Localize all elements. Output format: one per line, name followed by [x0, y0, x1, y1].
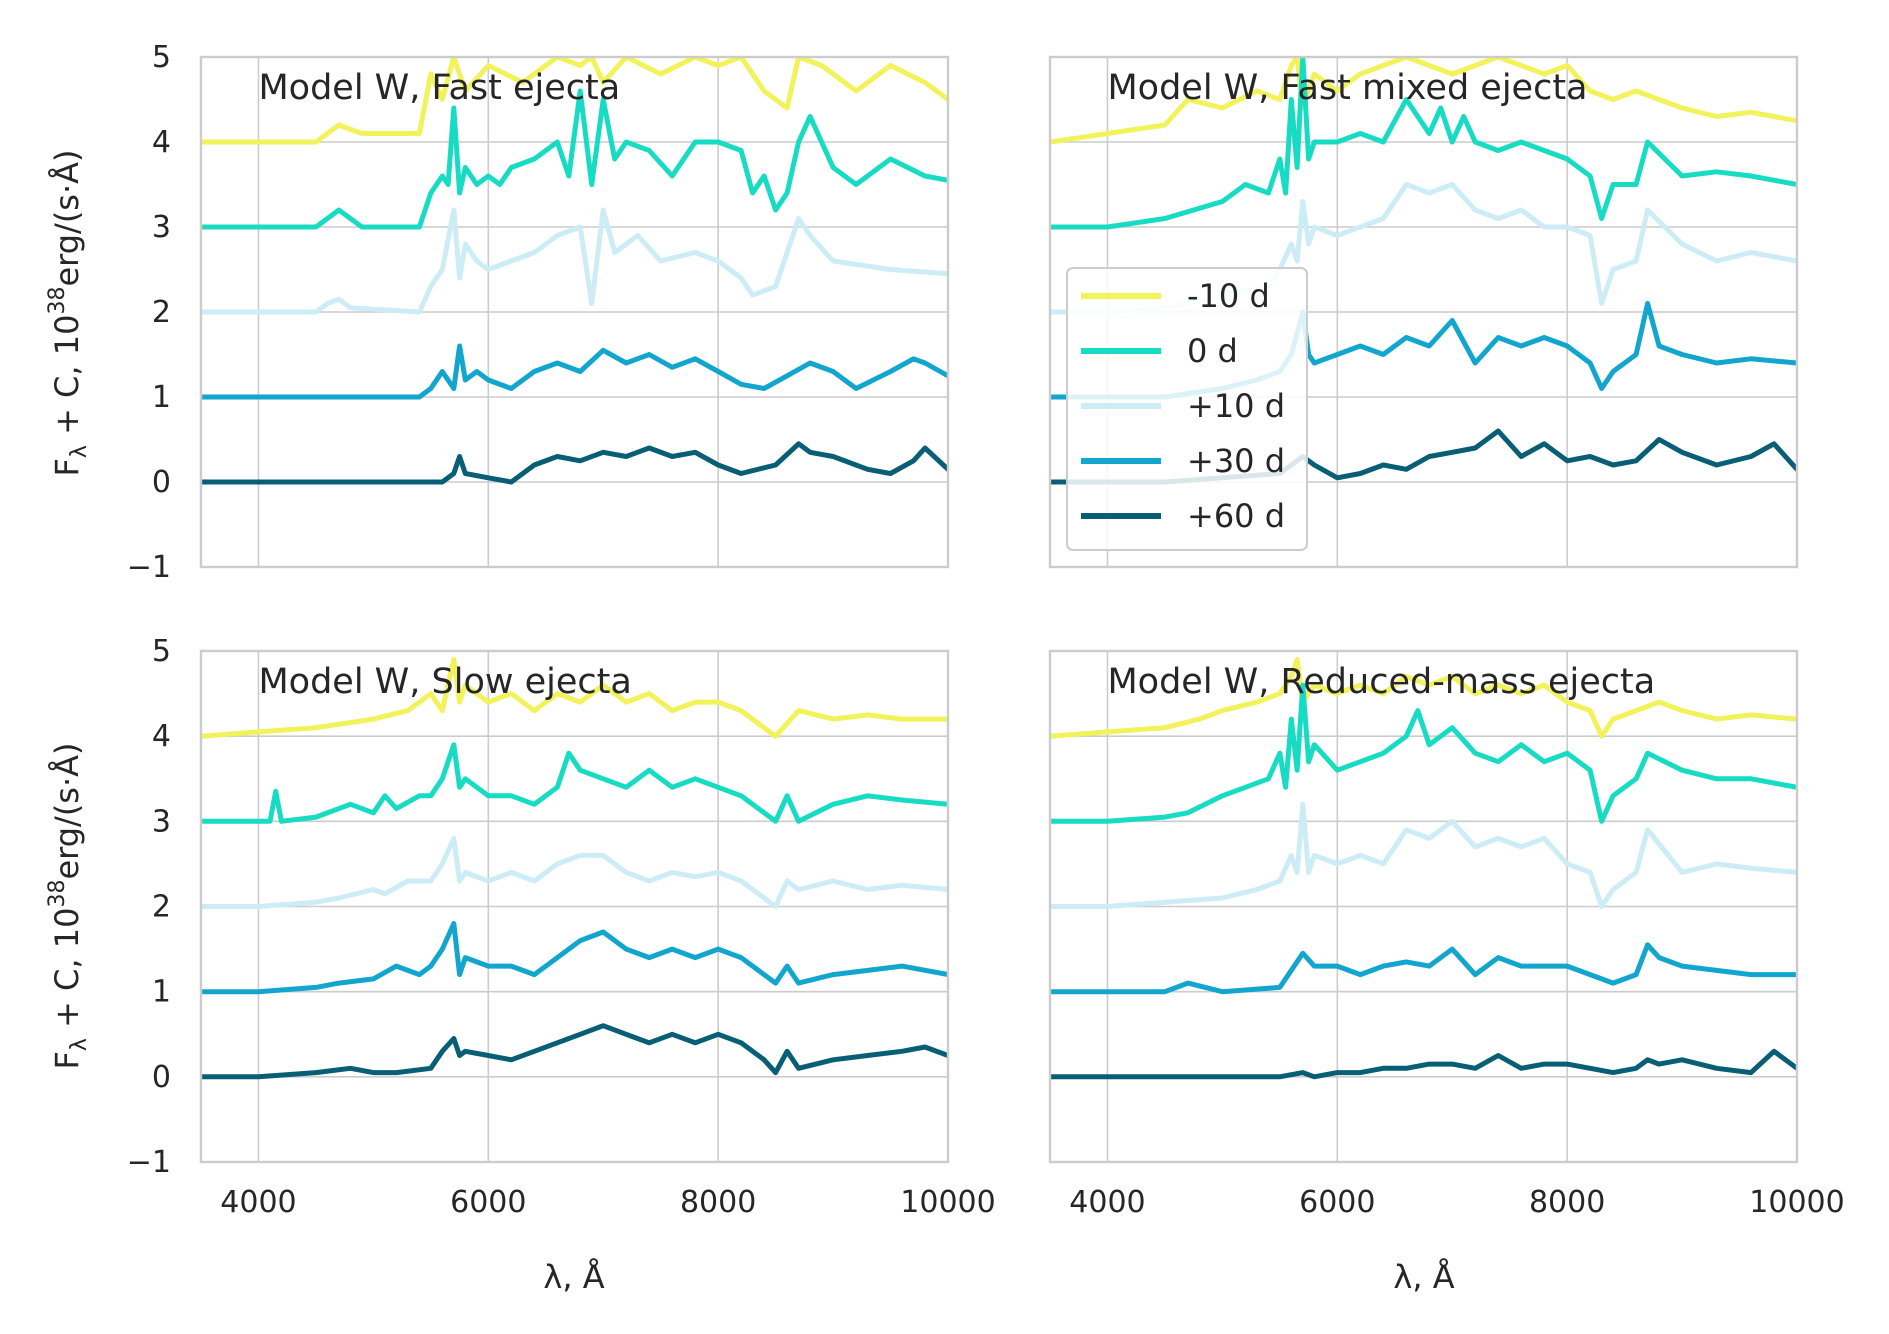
x-tick-label: 4000	[1069, 1185, 1145, 1220]
series-line	[1050, 57, 1797, 145]
series-line	[1050, 657, 1797, 739]
y-tick-label: 4	[152, 719, 171, 754]
series-group	[201, 657, 948, 1080]
y-tick-label: 3	[152, 210, 171, 245]
panel-title: Model W, Fast ejecta	[258, 68, 620, 108]
panel-title: Model W, Reduced-mass ejecta	[1107, 662, 1655, 702]
series-line	[201, 207, 948, 315]
panel-frame	[1048, 55, 1799, 569]
series-line	[201, 657, 948, 739]
series-line	[201, 441, 948, 485]
x-tick-label: 10000	[1749, 1185, 1844, 1220]
y-tick-label: 1	[152, 380, 171, 415]
y-tick-label: 0	[152, 465, 171, 500]
series-group	[201, 57, 948, 485]
series-line	[201, 835, 948, 909]
x-tick-label: 6000	[450, 1185, 526, 1220]
x-axis-label-left: λ, Å	[543, 1258, 604, 1296]
legend-label: +10 d	[1187, 387, 1285, 425]
series-line	[1050, 801, 1797, 909]
series-line	[201, 742, 948, 824]
legend-label: -10 d	[1187, 277, 1270, 315]
y-tick-label: 2	[152, 295, 171, 330]
series-group	[1050, 657, 1797, 1080]
x-axis-label-right: λ, Å	[1393, 1258, 1454, 1296]
series-line	[1050, 682, 1797, 824]
panel-title: Model W, Slow ejecta	[258, 662, 631, 702]
legend-frame	[1066, 267, 1308, 551]
y-tick-label: −1	[127, 550, 171, 585]
legend-label: 0 d	[1187, 332, 1238, 370]
series-line	[201, 343, 948, 400]
panel-1: Model W, Fast ejecta −1 0 1 2 3 4 5	[127, 40, 950, 585]
legend: -10 d 0 d +10 d +30 d +60 d	[1066, 267, 1308, 551]
panel-frame	[199, 649, 950, 1164]
panel-frame	[1048, 649, 1799, 1164]
y-tick-label: 2	[152, 890, 171, 925]
panel-3: Model W, Slow ejecta −1 0 1 2 3 4 5 4000 6000 8000…	[127, 634, 996, 1220]
series-line	[1050, 57, 1797, 230]
panel-frame	[199, 55, 950, 569]
y-tick-label: 3	[152, 804, 171, 839]
y-tick-label: 0	[152, 1060, 171, 1095]
panel-4: Model W, Reduced-mass ejecta 4000 6000 8000…	[1048, 649, 1845, 1220]
panel-title: Model W, Fast mixed ejecta	[1107, 68, 1587, 108]
y-axis-label-bottom: Fλ + C, 1038erg/(s·Å)	[45, 742, 92, 1069]
y-tick-label: 1	[152, 975, 171, 1010]
series-line	[1050, 1048, 1797, 1080]
series-line	[201, 921, 948, 995]
y-axis-label-top: Fλ + C, 1038erg/(s·Å)	[45, 149, 92, 476]
series-line	[201, 57, 948, 145]
y-tick-label: 5	[152, 634, 171, 669]
series-line	[201, 88, 948, 230]
y-tick-label: −1	[127, 1145, 171, 1180]
x-tick-label: 8000	[1529, 1185, 1605, 1220]
legend-label: +30 d	[1187, 442, 1285, 480]
x-tick-label: 4000	[220, 1185, 296, 1220]
x-tick-label: 6000	[1299, 1185, 1375, 1220]
y-tick-label: 4	[152, 125, 171, 160]
legend-label: +60 d	[1187, 497, 1285, 535]
x-tick-label: 8000	[680, 1185, 756, 1220]
x-tick-label: 10000	[900, 1185, 995, 1220]
panel-2: Model W, Fast mixed ejecta	[1048, 55, 1799, 569]
y-tick-label: 5	[152, 40, 171, 75]
series-line	[201, 1023, 948, 1080]
series-line	[1050, 942, 1797, 995]
